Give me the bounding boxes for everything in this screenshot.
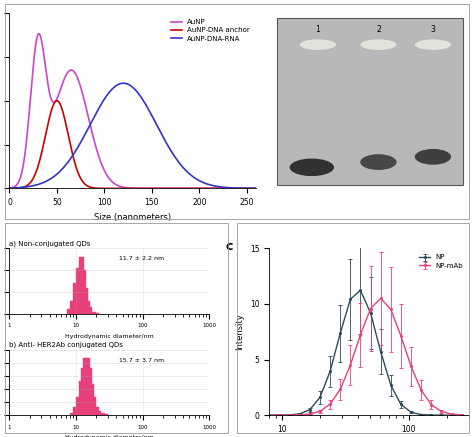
- Bar: [93, 312, 99, 314]
- Legend: NP, NP-mAb: NP, NP-mAb: [417, 252, 466, 271]
- Bar: [81, 368, 86, 415]
- Ellipse shape: [360, 154, 397, 170]
- Bar: [100, 413, 105, 415]
- Text: b) Anti- HER2Ab conjugated QDs: b) Anti- HER2Ab conjugated QDs: [9, 342, 123, 348]
- Y-axis label: Intensity: Intensity: [236, 313, 245, 350]
- Bar: [85, 301, 91, 314]
- Text: 15.7 ± 3.7 nm: 15.7 ± 3.7 nm: [119, 357, 164, 363]
- Ellipse shape: [300, 39, 336, 50]
- Text: 2: 2: [376, 25, 381, 35]
- Bar: [76, 397, 82, 415]
- Ellipse shape: [415, 39, 451, 50]
- Text: 3: 3: [430, 25, 435, 35]
- Bar: [73, 407, 79, 415]
- Bar: [70, 413, 75, 415]
- X-axis label: Hydrodynamic diameter/nm: Hydrodynamic diameter/nm: [65, 334, 154, 339]
- X-axis label: Hydrodynamic diameter/nm: Hydrodynamic diameter/nm: [65, 435, 154, 437]
- Bar: [89, 384, 94, 415]
- Bar: [79, 381, 84, 415]
- Bar: [103, 414, 109, 415]
- Bar: [87, 307, 92, 314]
- Ellipse shape: [360, 39, 397, 50]
- Bar: [83, 357, 88, 415]
- X-axis label: Size (nanometers): Size (nanometers): [94, 213, 172, 222]
- Bar: [91, 312, 96, 314]
- Bar: [93, 407, 99, 415]
- Bar: [83, 288, 88, 314]
- Bar: [76, 268, 82, 314]
- Bar: [73, 283, 79, 314]
- Text: c: c: [225, 240, 233, 253]
- Ellipse shape: [290, 159, 334, 176]
- Bar: [91, 397, 96, 415]
- Bar: [79, 257, 84, 314]
- Legend: AuNP, AuNP-DNA anchor, AuNP-DNA-RNA: AuNP, AuNP-DNA anchor, AuNP-DNA-RNA: [168, 17, 253, 44]
- Bar: [70, 301, 75, 314]
- Text: 1: 1: [316, 25, 320, 35]
- Text: 11.7 ± 2.2 nm: 11.7 ± 2.2 nm: [119, 256, 164, 261]
- Bar: [87, 368, 92, 415]
- Text: a) Non-conjugated QDs: a) Non-conjugated QDs: [9, 240, 91, 247]
- Bar: [67, 309, 72, 314]
- Bar: [81, 270, 86, 314]
- Ellipse shape: [415, 149, 451, 165]
- Bar: [96, 411, 101, 415]
- Bar: [85, 357, 91, 415]
